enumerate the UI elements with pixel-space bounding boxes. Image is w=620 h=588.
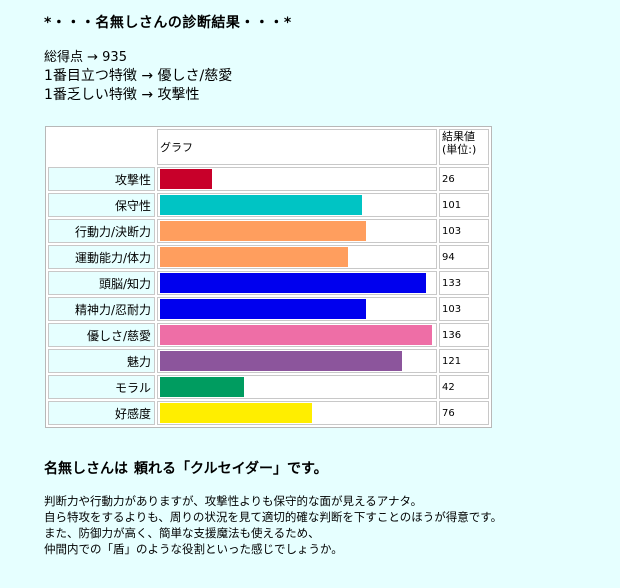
value-label: 121 <box>439 349 489 373</box>
category-label: 運動能力/体力 <box>48 245 155 269</box>
bar-cell <box>157 375 437 399</box>
value-label: 26 <box>439 167 489 191</box>
value-label: 103 <box>439 297 489 321</box>
page-title: *・・・名無しさんの診断結果・・・* <box>44 15 292 31</box>
category-label: 攻撃性 <box>48 167 155 191</box>
bar-cell <box>157 323 437 347</box>
graph-header: グラフ <box>157 129 437 165</box>
result-chart: グラフ 結果値 (単位:) 攻撃性 26 保守性 101 行動力/決断力 103 運動能力/… <box>45 126 492 428</box>
bar <box>160 299 366 319</box>
result-prefix: 名無しさんは <box>44 461 128 477</box>
value-header-line2: (単位:) <box>442 143 477 156</box>
total-score: 総得点 → 935 <box>44 50 127 65</box>
bar <box>160 247 348 267</box>
bar <box>160 273 426 293</box>
chart-row: 魅力 121 <box>48 349 489 373</box>
chart-row: 攻撃性 26 <box>48 167 489 191</box>
chart-row: 優しさ/慈愛 136 <box>48 323 489 347</box>
bar <box>160 221 366 241</box>
best-trait: 1番目立つ特徴 → 優しさ/慈愛 <box>44 68 233 84</box>
bar-cell <box>157 219 437 243</box>
worst-trait: 1番乏しい特徴 → 攻撃性 <box>44 87 200 103</box>
description-line: また、防御力が高く、簡単な支援魔法も使えるため、 <box>44 526 320 540</box>
bar <box>160 403 312 423</box>
category-label: 精神力/忍耐力 <box>48 297 155 321</box>
description-line: 自ら特攻をするよりも、周りの状況を見て適切的確な判断を下すことのほうが得意です。 <box>44 510 503 524</box>
bar-cell <box>157 349 437 373</box>
description-line: 判断力や行動力がありますが、攻撃性よりも保守的な面が見えるアナタ。 <box>44 494 423 508</box>
chart-row: 行動力/決断力 103 <box>48 219 489 243</box>
chart-corner <box>48 129 155 165</box>
bar <box>160 169 212 189</box>
bar <box>160 351 402 371</box>
chart-row: モラル 42 <box>48 375 489 399</box>
chart-row: 運動能力/体力 94 <box>48 245 489 269</box>
value-header: 結果値 (単位:) <box>439 129 489 165</box>
result-type: 頼れる「クルセイダー」です。 <box>134 461 328 477</box>
chart-row: 精神力/忍耐力 103 <box>48 297 489 321</box>
chart-row: 頭脳/知力 133 <box>48 271 489 295</box>
value-label: 76 <box>439 401 489 425</box>
description-line: 仲間内での「盾」のような役割といった感じでしょうか。 <box>44 542 343 556</box>
value-label: 136 <box>439 323 489 347</box>
chart-row: 保守性 101 <box>48 193 489 217</box>
bar-cell <box>157 245 437 269</box>
category-label: 魅力 <box>48 349 155 373</box>
category-label: 好感度 <box>48 401 155 425</box>
category-label: 行動力/決断力 <box>48 219 155 243</box>
bar <box>160 325 432 345</box>
bar-cell <box>157 401 437 425</box>
score-summary: 総得点 → 935 1番目立つ特徴 → 優しさ/慈愛 1番乏しい特徴 → 攻撃性 <box>44 48 232 105</box>
bar-cell <box>157 297 437 321</box>
result-title: 名無しさんは 頼れる「クルセイダー」です。 <box>44 458 328 478</box>
category-label: 頭脳/知力 <box>48 271 155 295</box>
bar <box>160 377 244 397</box>
result-description: 判断力や行動力がありますが、攻撃性よりも保守的な面が見えるアナタ。 自ら特攻をす… <box>44 493 614 557</box>
bar-cell <box>157 167 437 191</box>
category-label: 保守性 <box>48 193 155 217</box>
chart-row: 好感度 76 <box>48 401 489 425</box>
value-label: 94 <box>439 245 489 269</box>
bar-cell <box>157 271 437 295</box>
value-label: 133 <box>439 271 489 295</box>
bar-cell <box>157 193 437 217</box>
value-label: 103 <box>439 219 489 243</box>
category-label: モラル <box>48 375 155 399</box>
chart-header-row: グラフ 結果値 (単位:) <box>48 129 489 165</box>
category-label: 優しさ/慈愛 <box>48 323 155 347</box>
value-label: 101 <box>439 193 489 217</box>
value-header-line1: 結果値 <box>442 130 475 143</box>
bar <box>160 195 362 215</box>
value-label: 42 <box>439 375 489 399</box>
